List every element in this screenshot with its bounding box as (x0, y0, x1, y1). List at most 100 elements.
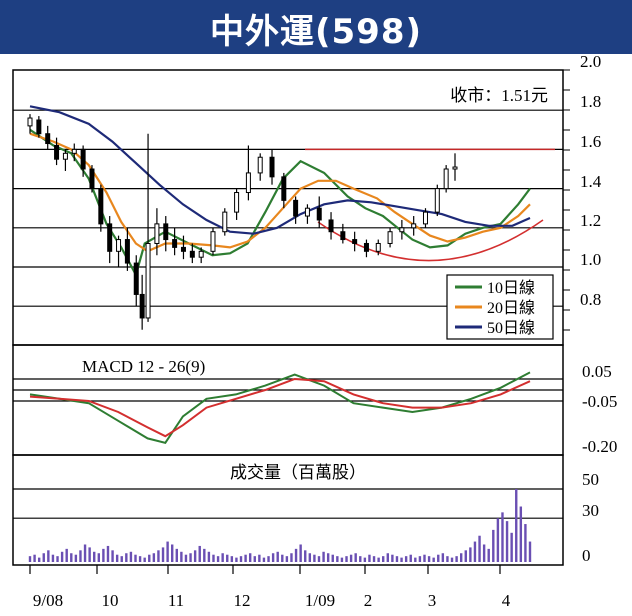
volume-bar (189, 553, 192, 562)
candle-body (434, 188, 440, 213)
x-axis-label: 3 (428, 591, 437, 610)
volume-bar (340, 557, 344, 562)
volume-bar (216, 556, 220, 562)
volume-bar (253, 556, 256, 562)
volume-panel-frame (12, 454, 564, 566)
volume-y-tick: 50 (582, 470, 599, 489)
candle-body (210, 231, 216, 252)
legend-label-20: 20日線 (487, 299, 535, 317)
volume-bar (359, 556, 362, 562)
volume-y-tick: 0 (582, 546, 591, 565)
x-axis-label: 12 (234, 591, 251, 610)
volume-bar (515, 489, 518, 562)
candle-body (189, 250, 195, 258)
candle-body (139, 293, 145, 319)
candle-body (80, 148, 86, 170)
volume-bar (437, 554, 440, 562)
volume-bar (161, 547, 165, 562)
volume-bar (345, 556, 348, 562)
volume-bar (336, 556, 339, 562)
volume-bar (299, 544, 302, 562)
volume-bar (464, 550, 467, 562)
chart-title: 中外運(598) (209, 12, 423, 52)
candle-body (328, 219, 334, 233)
volume-bar (455, 556, 458, 562)
candle-body (363, 242, 369, 252)
volume-bar (235, 557, 238, 562)
volume-bar (386, 553, 389, 562)
price-y-tick: 1.6 (580, 132, 601, 151)
legend-label-10: 10日線 (487, 279, 535, 297)
volume-bar (134, 554, 137, 562)
candle-body (154, 223, 160, 244)
candle-body (222, 211, 228, 233)
volume-bar (47, 550, 50, 562)
volume-bar (505, 521, 509, 562)
candle-body (36, 119, 42, 135)
volume-bar (33, 554, 36, 562)
title-bar (0, 0, 632, 54)
volume-bar (308, 553, 312, 562)
volume-bar (203, 548, 206, 562)
volume-bar (313, 554, 316, 562)
volume-bar (120, 556, 123, 562)
volume-bar (331, 554, 334, 562)
candle-body (124, 239, 130, 264)
volume-bar (143, 557, 146, 562)
volume-bar (478, 535, 481, 562)
candle-body (98, 188, 104, 225)
x-axis-label: 10 (102, 591, 119, 610)
volume-bar (115, 554, 119, 562)
volume-bar (60, 551, 64, 562)
volume-bar (368, 554, 371, 562)
candle-body (145, 242, 151, 319)
candle-body (340, 231, 346, 241)
volume-bar (198, 545, 201, 562)
candle-body (257, 156, 263, 174)
volume-bar (258, 554, 261, 562)
volume-bar (248, 553, 252, 562)
price-y-tick: 1.2 (580, 211, 601, 230)
candle-body (107, 223, 113, 252)
volume-bar (175, 548, 178, 562)
candle-body (422, 211, 428, 225)
volume-bar (193, 550, 197, 562)
volume-bar (322, 551, 325, 562)
candle-body (293, 199, 299, 217)
volume-bar (244, 554, 247, 562)
volume-bar (239, 556, 243, 562)
volume-bar (152, 553, 156, 562)
legend-label-50: 50日線 (487, 319, 535, 337)
volume-panel-title: 成交量（百萬股） (230, 463, 366, 482)
volume-bar (281, 554, 284, 562)
price-y-tick: 2.0 (580, 52, 601, 71)
candle-body (163, 223, 169, 241)
volume-bar (157, 550, 160, 562)
volume-bar (304, 550, 307, 562)
candle-body (399, 227, 405, 233)
volume-bar (446, 556, 449, 562)
volume-bar (290, 553, 293, 562)
volume-bar (111, 550, 114, 562)
volume-bar (482, 544, 486, 562)
volume-bar (400, 557, 403, 562)
volume-bar (70, 553, 73, 562)
volume-bar (148, 554, 151, 562)
volume-bar (180, 551, 183, 562)
macd-y-tick: 0.05 (582, 362, 612, 381)
volume-bar (404, 556, 408, 562)
price-y-tick: 1.0 (580, 250, 601, 269)
volume-bar (427, 556, 431, 562)
volume-bar (51, 554, 55, 562)
volume-bar (271, 553, 275, 562)
price-y-tick: 1.8 (580, 92, 601, 111)
volume-bar (285, 556, 289, 562)
candle-body (45, 133, 51, 145)
volume-bar (496, 518, 500, 562)
volume-bar (106, 545, 110, 562)
x-axis-label: 9/08 (33, 591, 63, 610)
volume-bar (487, 548, 490, 562)
candle-body (133, 262, 139, 295)
candle-body (304, 207, 310, 217)
candle-body (269, 156, 275, 178)
